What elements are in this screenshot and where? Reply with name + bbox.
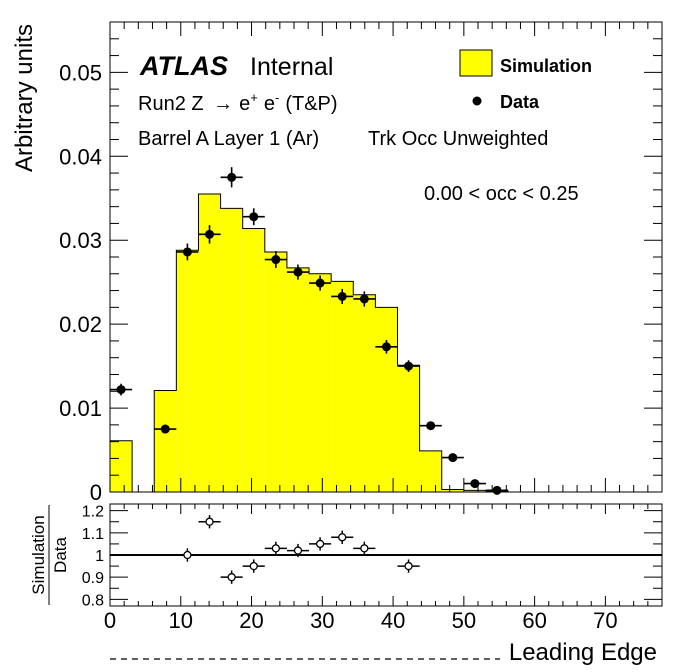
ratio-y-tick-label: 0.9 xyxy=(82,570,104,587)
ratio-y-title-denominator: Data xyxy=(51,537,70,573)
eplus-superscript: + xyxy=(250,90,258,105)
arrow-symbol: → xyxy=(213,93,233,115)
ratio-y-title-numerator: Simulation xyxy=(29,515,48,594)
sim-bar xyxy=(441,489,464,492)
x-tick-label: 20 xyxy=(239,608,263,633)
sim-bar xyxy=(397,365,420,492)
sim-bar xyxy=(419,450,442,492)
data-point xyxy=(205,229,215,239)
sim-bar xyxy=(286,267,310,492)
legend-simulation-label: Simulation xyxy=(500,56,592,76)
simulation-histogram xyxy=(109,193,509,493)
data-point xyxy=(448,453,458,463)
ratio-point xyxy=(227,573,236,582)
sim-bar xyxy=(264,251,287,492)
weighting-label: Trk Occ Unweighted xyxy=(368,128,548,150)
main-y-tick-labels: 0 0.01 0.02 0.03 0.04 0.05 xyxy=(59,60,102,505)
process-label: Run2 Z → e+ e- (T&P) xyxy=(138,90,338,115)
experiment-label: ATLAS xyxy=(139,51,228,81)
ratio-y-tick-labels: 0.8 0.9 1 1.1 1.2 xyxy=(82,504,104,610)
sim-bar xyxy=(198,194,221,492)
ratio-axis-ticks xyxy=(109,504,662,606)
sim-bar xyxy=(242,228,265,492)
main-y-tick-label: 0.01 xyxy=(59,396,102,421)
legend-data-marker xyxy=(472,96,482,106)
eplus-symbol: e xyxy=(239,93,250,115)
main-y-tick-label: 0 xyxy=(90,480,102,505)
x-tick-label: 40 xyxy=(381,608,405,633)
ratio-point xyxy=(205,517,214,526)
sim-bar xyxy=(353,294,376,492)
x-tick-label: 50 xyxy=(452,608,476,633)
data-point xyxy=(426,421,436,431)
ratio-y-tick-label: 1.1 xyxy=(82,526,104,543)
ratio-point xyxy=(293,546,303,555)
eminus-symbol: e xyxy=(264,93,275,115)
ratio-y-tick-label: 1 xyxy=(95,548,104,565)
x-tick-label: 10 xyxy=(169,608,193,633)
x-tick-label: 70 xyxy=(593,608,617,633)
sim-bar xyxy=(463,490,486,492)
process-prefix: Run2 Z xyxy=(138,93,209,115)
main-y-tick-label: 0.03 xyxy=(59,228,102,253)
ratio-point xyxy=(249,561,258,571)
data-point xyxy=(182,247,192,257)
data-point xyxy=(381,342,391,352)
status-label: Internal xyxy=(250,53,333,81)
main-axis-ticks xyxy=(109,22,662,493)
x-tick-label: 0 xyxy=(104,608,116,633)
main-y-tick-label: 0.04 xyxy=(59,144,102,169)
data-point xyxy=(404,361,414,371)
main-y-tick-label: 0.02 xyxy=(59,312,102,337)
ratio-point xyxy=(271,544,281,553)
data-point xyxy=(470,479,480,489)
data-point xyxy=(116,385,126,395)
sim-bar xyxy=(110,440,133,492)
sim-bar xyxy=(176,250,199,492)
data-point xyxy=(492,485,502,495)
process-suffix: (T&P) xyxy=(285,93,337,115)
data-point xyxy=(160,424,170,434)
data-point xyxy=(293,267,303,277)
sim-bar xyxy=(331,281,354,492)
ratio-point xyxy=(404,561,413,571)
data-point xyxy=(359,294,369,304)
data-point xyxy=(315,278,325,288)
data-point xyxy=(271,255,281,265)
data-point xyxy=(227,172,237,182)
sim-bar xyxy=(154,390,177,492)
eminus-superscript: - xyxy=(275,90,279,105)
selection-label: Barrel A Layer 1 (Ar) xyxy=(138,128,319,150)
ratio-y-tick-label: 1.2 xyxy=(82,504,104,521)
data-point xyxy=(249,212,259,222)
x-tick-label: 30 xyxy=(310,608,334,633)
ratio-y-tick-label: 0.8 xyxy=(82,592,104,609)
x-axis-title: Leading Edge xyxy=(509,639,657,666)
x-tick-labels: 0 10 20 30 40 50 60 70 xyxy=(104,608,618,633)
occupancy-range-label: 0.00 < occ < 0.25 xyxy=(424,183,579,205)
data-points xyxy=(110,167,509,495)
data-point xyxy=(337,291,347,301)
ratio-point xyxy=(338,533,347,542)
ratio-point xyxy=(360,544,369,553)
ratio-points xyxy=(110,515,662,584)
sim-histogram-outline xyxy=(109,193,509,493)
x-tick-label: 60 xyxy=(522,608,546,633)
sim-bar xyxy=(375,307,398,492)
sim-bar xyxy=(309,273,332,492)
ratio-point xyxy=(183,550,192,560)
legend-data-label: Data xyxy=(500,92,540,112)
ratio-point xyxy=(315,539,325,549)
main-y-axis-title: Arbitrary units xyxy=(11,24,38,172)
main-y-tick-label: 0.05 xyxy=(59,60,102,85)
legend-simulation-swatch xyxy=(459,49,493,77)
sim-bar xyxy=(220,208,243,493)
